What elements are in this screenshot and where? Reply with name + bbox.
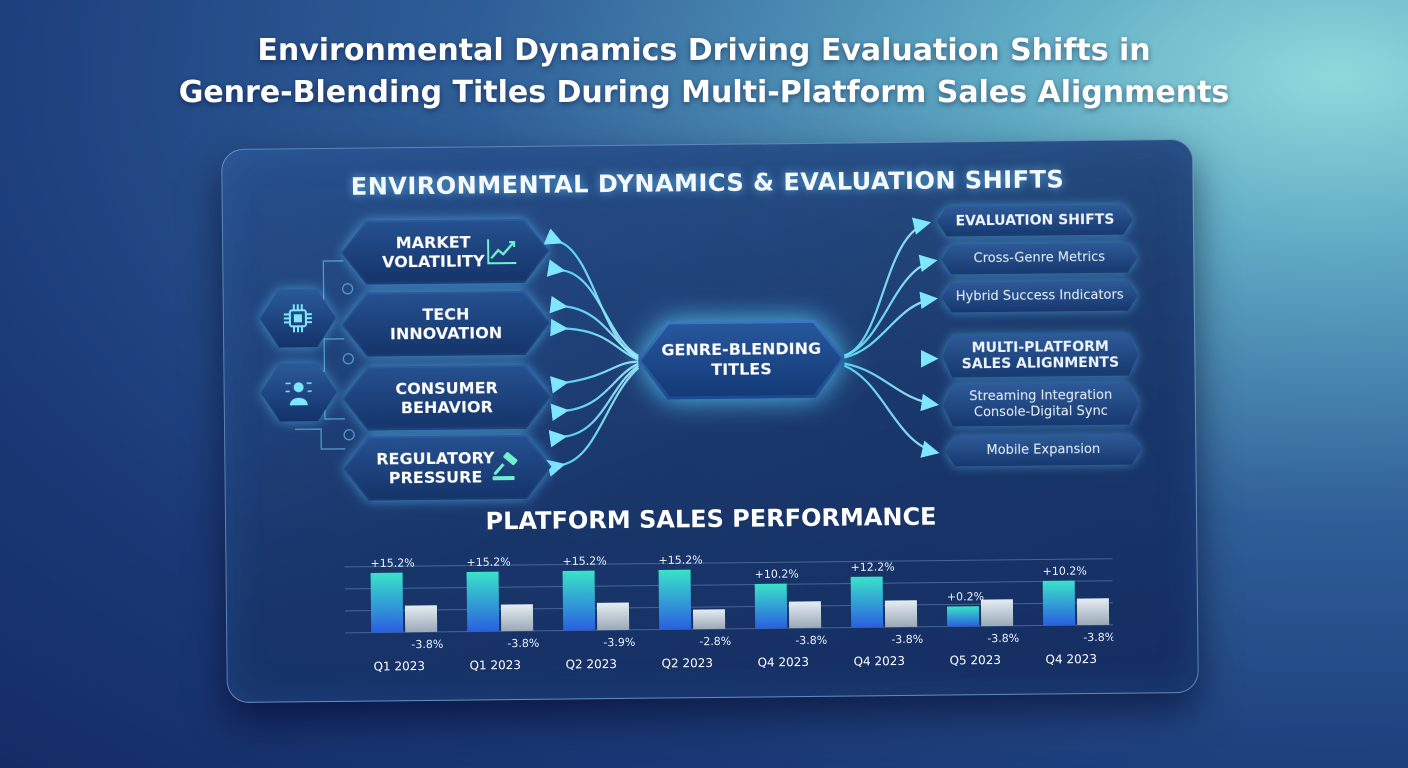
- bar-negative: [596, 602, 630, 631]
- bar-negative: [884, 600, 918, 628]
- outcome-streaming-line: Streaming Integration: [969, 387, 1113, 405]
- x-tick-label: Q2 2023: [565, 657, 617, 672]
- grid-line: [344, 558, 1113, 568]
- bar-positive: [562, 570, 596, 631]
- bar-positive: [658, 569, 692, 630]
- outcome-hybrid-success[interactable]: Hybrid Success Indicators: [942, 281, 1138, 313]
- x-tick-label: Q1 2023: [373, 659, 425, 674]
- outcome-multi-platform-line1: MULTI-PLATFORM: [971, 338, 1109, 357]
- outcome-evaluation-shifts-label: EVALUATION SHIFTS: [937, 205, 1133, 237]
- x-tick-label: Q4 2023: [1045, 652, 1097, 667]
- grid-line: [344, 580, 1113, 590]
- outcome-mobile-expansion[interactable]: Mobile Expansion: [945, 434, 1141, 466]
- data-label-positive: +15.2%: [370, 557, 414, 570]
- driver-tech-innovation-line1: TECH: [422, 304, 470, 325]
- data-label-negative: -3.8%: [891, 633, 923, 646]
- bar-positive: [1042, 580, 1076, 626]
- x-tick-label: Q4 2023: [757, 655, 809, 670]
- page-title-line1: Environmental Dynamics Driving Evaluatio…: [257, 33, 1151, 68]
- bar-positive: [946, 606, 980, 627]
- data-label-positive: +12.2%: [850, 560, 894, 573]
- outcome-hybrid-success-label: Hybrid Success Indicators: [942, 281, 1138, 313]
- outcome-multi-platform-line2: SALES ALIGNMENTS: [961, 354, 1120, 373]
- center-label-line1: GENRE-BLENDING: [661, 338, 822, 360]
- dynamics-panel: ENVIRONMENTAL DYNAMICS & EVALUATION SHIF…: [221, 138, 1199, 704]
- data-label-positive: +10.2%: [755, 567, 799, 580]
- x-tick-label: Q5 2023: [949, 653, 1001, 668]
- outcome-cross-genre-metrics[interactable]: Cross-Genre Metrics: [941, 243, 1137, 275]
- bar-negative: [692, 609, 726, 630]
- bar-negative: [500, 604, 534, 632]
- left-arrows: [543, 228, 640, 477]
- bar-negative: [788, 601, 822, 629]
- chip-icon: [281, 301, 315, 335]
- x-tick-label: Q1 2023: [469, 658, 521, 673]
- data-label-positive: +10.2%: [1043, 564, 1087, 577]
- driver-market-volatility-line2: VOLATILITY: [381, 251, 485, 272]
- data-label-negative: -3.9%: [603, 636, 635, 649]
- gavel-icon: [489, 452, 523, 482]
- driver-regulatory-pressure-line1: REGULATORY: [376, 448, 495, 469]
- bar-positive: [754, 583, 788, 629]
- driver-consumer-behavior-line1: CONSUMER: [395, 378, 498, 399]
- right-arrows: [843, 217, 940, 458]
- outcome-evaluation-shifts[interactable]: EVALUATION SHIFTS: [937, 205, 1133, 237]
- user-network-icon: [281, 375, 315, 409]
- bar-negative: [980, 599, 1014, 627]
- driver-tech-innovation-line2: INNOVATION: [389, 323, 503, 344]
- center-node[interactable]: GENRE-BLENDING TITLES: [638, 320, 845, 400]
- data-label-negative: -3.8%: [411, 638, 443, 651]
- data-label-negative: -2.8%: [699, 635, 731, 648]
- bar-positive: [370, 572, 404, 633]
- page-title-line2: Genre-Blending Titles During Multi-Platf…: [178, 75, 1230, 110]
- bar-negative: [404, 605, 438, 633]
- outcome-cross-genre-metrics-label: Cross-Genre Metrics: [941, 243, 1137, 275]
- data-label-negative: -3.8%: [507, 637, 539, 650]
- data-label-negative: -3.8%: [1083, 631, 1113, 644]
- x-tick-label: Q4 2023: [853, 654, 905, 669]
- outcome-streaming-console[interactable]: Streaming Integration Console-Digital Sy…: [943, 383, 1139, 427]
- bar-positive: [466, 571, 500, 632]
- flow-connectors: [295, 217, 940, 477]
- driver-market-volatility-line1: MARKET: [395, 232, 471, 253]
- data-label-positive: +15.2%: [562, 554, 606, 567]
- x-tick-label: Q2 2023: [661, 656, 713, 671]
- driver-consumer-behavior-line2: BEHAVIOR: [400, 397, 493, 418]
- page-title: Environmental Dynamics Driving Evaluatio…: [0, 30, 1408, 114]
- data-label-negative: -3.8%: [987, 632, 1019, 645]
- sales-bar-chart: +15.2% -3.8% Q1 2023 +15.2% -3.8% Q1 2023 +15.…: [344, 553, 1114, 674]
- data-label-positive: +15.2%: [658, 553, 702, 566]
- driver-regulatory-pressure-line2: PRESSURE: [388, 467, 483, 488]
- data-label-positive: +15.2%: [466, 555, 510, 568]
- data-label-positive: +0.2%: [947, 590, 984, 603]
- outcome-multi-platform[interactable]: MULTI-PLATFORM SALES ALIGNMENTS: [942, 334, 1138, 378]
- outcome-console-line: Console-Digital Sync: [973, 403, 1108, 421]
- bar-positive: [850, 576, 884, 628]
- center-label-line2: TITLES: [711, 359, 772, 379]
- trend-chart-icon: [485, 236, 519, 266]
- bar-negative: [1076, 598, 1110, 626]
- outcome-mobile-expansion-label: Mobile Expansion: [945, 434, 1141, 466]
- data-label-negative: -3.8%: [795, 634, 827, 647]
